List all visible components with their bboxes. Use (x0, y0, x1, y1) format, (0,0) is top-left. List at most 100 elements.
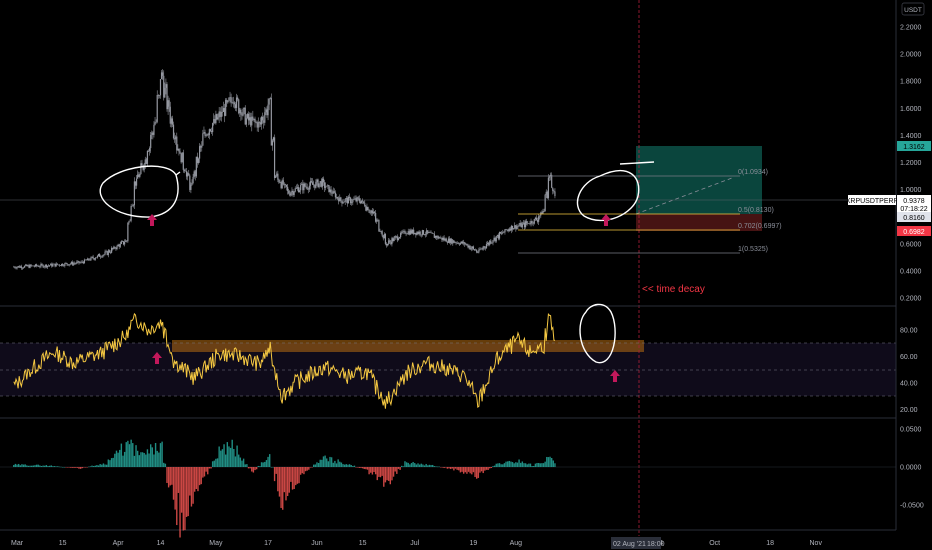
histogram-bar (423, 465, 426, 467)
candle-body (305, 186, 307, 188)
candle-body (42, 264, 44, 268)
histogram-bar (326, 458, 328, 467)
candle-body (81, 261, 83, 263)
histogram-bar (268, 454, 271, 467)
date-tick-label: 15 (59, 540, 67, 547)
candle-body (456, 242, 458, 244)
histogram-bar (65, 467, 67, 468)
candle-body (538, 216, 540, 222)
target-price-tag (897, 141, 931, 151)
candle-body (469, 245, 471, 250)
histogram-bar (286, 467, 289, 497)
candle-body (269, 97, 271, 99)
candle-body (124, 241, 126, 245)
candle-body (535, 217, 538, 221)
candle-body (24, 265, 26, 268)
histogram-bar (215, 458, 217, 467)
candle-body (46, 265, 49, 268)
histogram-bar (484, 467, 486, 471)
candle-body (523, 222, 526, 228)
histogram-bar (352, 466, 354, 467)
histogram-bar (290, 467, 292, 482)
candle-body (448, 238, 451, 243)
histogram-bar (342, 464, 344, 467)
candle-body (117, 244, 119, 247)
candle-body (139, 173, 141, 177)
candle-body (306, 186, 308, 189)
candle-body (227, 100, 229, 103)
candle-body (78, 261, 80, 263)
candle-body (192, 176, 194, 184)
candle-body (402, 231, 404, 233)
candle-body (264, 112, 266, 123)
histogram-bar (433, 466, 436, 467)
candle-body (91, 256, 93, 258)
histogram-bar (345, 464, 347, 467)
currency-badge[interactable] (901, 2, 925, 16)
candle-body (292, 190, 294, 195)
candle-body (434, 235, 437, 238)
candle-body (116, 246, 118, 249)
histogram-bar (192, 467, 194, 504)
candle-body (508, 228, 510, 232)
histogram-bar (498, 463, 501, 467)
histogram-bar (358, 467, 361, 468)
candle-body (334, 192, 337, 198)
candle-body (54, 263, 56, 267)
time-decay-annotation: << time decay (642, 284, 705, 295)
candle-body (497, 234, 500, 239)
candle-body (467, 245, 469, 248)
candle-body (470, 248, 472, 250)
fib-label-05: 0.5(0.8130) (738, 207, 774, 214)
candle-body (53, 263, 55, 265)
candle-body (202, 133, 204, 146)
price-tick-label: 0.6000 (900, 241, 922, 248)
candle-body (492, 240, 494, 243)
histogram-bar (374, 467, 377, 475)
histogram-bar (220, 450, 222, 467)
candle-body (250, 117, 252, 126)
histogram-bar (396, 467, 398, 474)
cursor-time-text: 18:00 (647, 541, 665, 548)
price-tick-label: 1.6000 (900, 106, 922, 113)
candle-body (34, 264, 37, 267)
histogram-bar (146, 449, 149, 467)
histogram-bar (549, 456, 551, 467)
price-tick-label: 1.4000 (900, 133, 922, 140)
rsi-tick-label: 60.00 (900, 354, 918, 361)
candle-body (180, 153, 182, 163)
histogram-bar (480, 467, 483, 472)
histogram-bar (127, 440, 129, 467)
histogram-bar (140, 452, 142, 467)
histogram-bar (537, 463, 540, 467)
candle-body (125, 240, 127, 242)
candle-body (18, 266, 20, 268)
candle-body (528, 223, 530, 224)
candle-body (486, 242, 489, 245)
candle-body (184, 170, 187, 172)
candle-body (477, 252, 479, 253)
candle-body (380, 231, 382, 232)
histogram-bar (52, 466, 54, 467)
candle-body (302, 183, 304, 191)
candle-body (263, 120, 265, 123)
histogram-bar (57, 466, 59, 467)
histogram-bar (180, 467, 183, 513)
histogram-bar (288, 467, 290, 493)
candle-body (209, 129, 212, 132)
candle-body (339, 197, 341, 202)
histogram-bar (145, 454, 147, 467)
histogram-bar (233, 448, 235, 467)
candle-body (308, 185, 310, 190)
histogram-bar (283, 467, 286, 493)
candle-body (282, 180, 284, 185)
candle-body (541, 212, 543, 214)
date-tick-label: 17 (264, 540, 272, 547)
candle-body (133, 181, 135, 206)
histogram-bar (355, 467, 357, 468)
histogram-bar (39, 465, 41, 467)
candle-body (498, 232, 501, 239)
candle-body (451, 238, 453, 244)
histogram-bar (91, 465, 93, 467)
